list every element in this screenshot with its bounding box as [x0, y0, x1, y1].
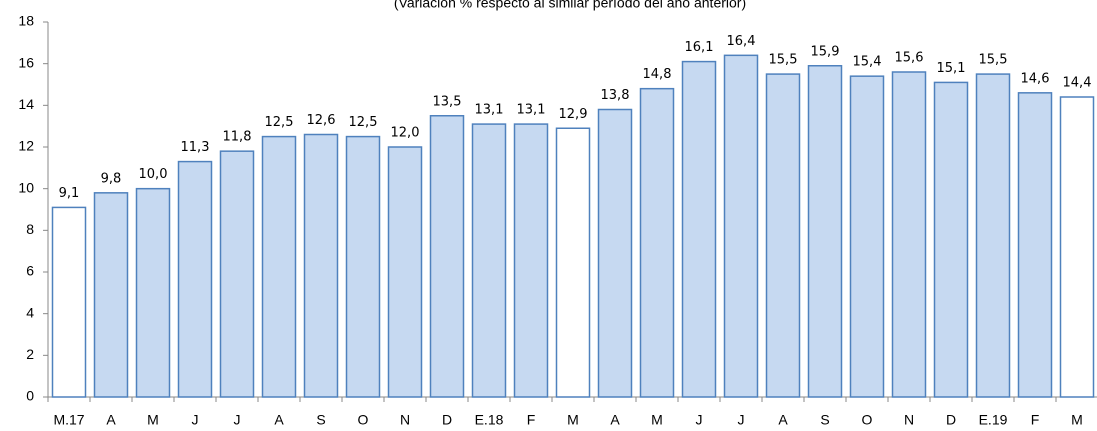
- y-tick-label: 12: [18, 138, 34, 154]
- x-tick-label: J: [696, 412, 703, 428]
- x-tick-label: E.18: [475, 412, 504, 428]
- x-tick-label: O: [358, 412, 369, 428]
- bar: [597, 108, 633, 398]
- y-tick-label: 16: [18, 54, 34, 70]
- bar: [135, 187, 171, 398]
- x-tick-label: J: [234, 412, 241, 428]
- bar: [429, 115, 465, 398]
- bar: [1017, 92, 1053, 398]
- bar: [555, 127, 591, 398]
- value-label: 12,5: [265, 115, 294, 130]
- value-label: 11,3: [181, 140, 210, 155]
- x-tick-label: D: [946, 412, 956, 428]
- x-tick-label: M.17: [53, 412, 84, 428]
- x-tick-label: J: [192, 412, 199, 428]
- value-label: 15,5: [979, 53, 1008, 68]
- value-label: 11,8: [223, 130, 252, 145]
- bar: [975, 73, 1011, 398]
- bar: [933, 81, 969, 398]
- value-label: 14,4: [1063, 76, 1092, 91]
- value-label: 14,6: [1021, 71, 1050, 86]
- value-label: 15,5: [769, 53, 798, 68]
- x-tick-label: E.19: [979, 412, 1008, 428]
- x-tick-label: M: [567, 412, 579, 428]
- value-label: 12,5: [349, 115, 378, 130]
- y-tick-label: 14: [18, 96, 34, 112]
- value-label: 12,0: [391, 126, 420, 141]
- y-tick-label: 4: [26, 304, 34, 320]
- bar: [303, 133, 339, 398]
- bar: [345, 135, 381, 398]
- bar: [1059, 96, 1095, 398]
- x-tick-label: A: [778, 412, 788, 428]
- value-label: 9,8: [101, 171, 122, 186]
- x-tick-label: S: [316, 412, 325, 428]
- y-tick-label: 8: [26, 221, 34, 237]
- bar: [639, 87, 675, 398]
- y-tick-label: 18: [18, 13, 34, 29]
- x-tick-label: A: [106, 412, 116, 428]
- bar: [765, 73, 801, 398]
- x-tick-label: N: [904, 412, 914, 428]
- bar: [891, 71, 927, 398]
- chart-subtitle: (Variación % respecto al similar período…: [394, 0, 746, 11]
- x-tick-label: J: [738, 412, 745, 428]
- x-tick-label: F: [527, 412, 536, 428]
- value-label: 9,1: [59, 186, 80, 201]
- value-label: 12,6: [307, 113, 336, 128]
- bar: [681, 60, 717, 398]
- bar: [93, 192, 129, 398]
- y-tick-label: 6: [26, 263, 34, 279]
- bar: [177, 160, 213, 398]
- bar: [261, 135, 297, 398]
- bar: [513, 123, 549, 398]
- value-label: 13,5: [433, 94, 462, 109]
- value-label: 13,8: [601, 88, 630, 103]
- x-tick-label: F: [1031, 412, 1040, 428]
- value-label: 16,4: [727, 34, 756, 49]
- y-tick-label: 0: [26, 388, 34, 404]
- bar: [807, 65, 843, 398]
- x-tick-label: D: [442, 412, 452, 428]
- value-label: 15,6: [895, 51, 924, 66]
- bar: [387, 146, 423, 398]
- bar: [219, 150, 255, 398]
- value-label: 16,1: [685, 40, 714, 55]
- value-label: 12,9: [559, 107, 588, 122]
- x-tick-label: N: [400, 412, 410, 428]
- x-tick-label: S: [820, 412, 829, 428]
- bar: [723, 54, 759, 398]
- x-tick-label: M: [1071, 412, 1083, 428]
- value-label: 15,9: [811, 44, 840, 59]
- bar: [849, 75, 885, 398]
- y-tick-label: 10: [18, 179, 34, 195]
- bar: [471, 123, 507, 398]
- x-tick-label: M: [651, 412, 663, 428]
- y-tick-label: 2: [26, 346, 34, 362]
- x-tick-label: A: [274, 412, 284, 428]
- value-label: 15,1: [937, 61, 966, 76]
- x-tick-label: M: [147, 412, 159, 428]
- value-label: 15,4: [853, 55, 882, 70]
- value-label: 13,1: [475, 103, 504, 118]
- x-tick-label: O: [862, 412, 873, 428]
- value-label: 14,8: [643, 67, 672, 82]
- x-tick-label: A: [610, 412, 620, 428]
- value-label: 13,1: [517, 103, 546, 118]
- bar: [51, 206, 87, 398]
- value-label: 10,0: [139, 167, 168, 182]
